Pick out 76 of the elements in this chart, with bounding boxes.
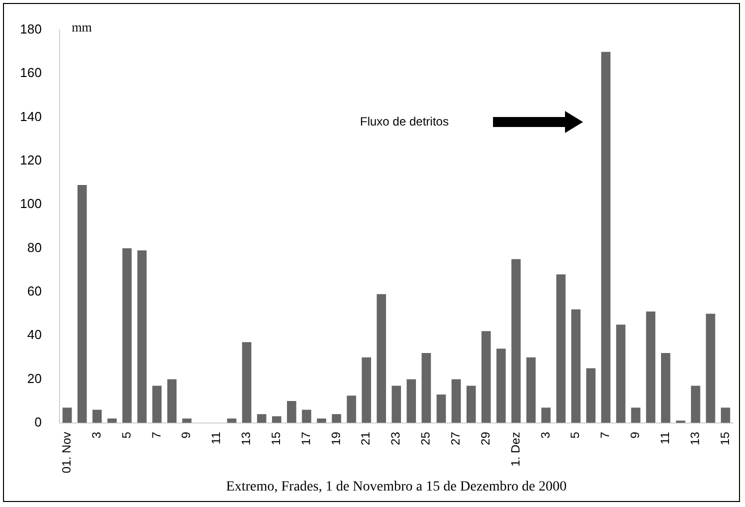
y-tick-label: 160 (20, 65, 42, 80)
bar (257, 414, 266, 423)
bar (452, 379, 461, 423)
bar (392, 386, 401, 423)
bar (286, 401, 296, 423)
x-tick-label: 7 (149, 432, 164, 439)
y-axis-title: mm (72, 19, 92, 34)
bar (182, 418, 192, 423)
bar (661, 353, 670, 423)
bar (541, 408, 551, 423)
bar (646, 312, 656, 423)
x-tick-label: 29 (478, 432, 492, 446)
bar (137, 250, 147, 423)
bar (376, 294, 386, 423)
y-tick-label: 100 (20, 196, 42, 212)
y-tick-label: 0 (34, 414, 42, 430)
x-tick-label: 01. Nov (59, 432, 74, 474)
bar (571, 309, 581, 423)
bar (511, 259, 521, 423)
bar (601, 52, 610, 423)
bar (496, 348, 506, 423)
bar (122, 248, 132, 423)
y-tick-label: 40 (27, 327, 42, 342)
bar (362, 357, 372, 423)
x-tick-label: 15 (268, 432, 283, 446)
bar (481, 331, 491, 423)
x-tick-label: 27 (448, 432, 463, 446)
x-tick-label: 9 (179, 432, 194, 439)
bar (556, 274, 566, 423)
x-tick-label: 9 (628, 432, 642, 439)
x-tick-label: 3 (538, 432, 552, 439)
bar (92, 410, 102, 423)
bar (706, 314, 716, 423)
x-axis-title: Extremo, Frades, 1 de Novembro a 15 de Dezembro de 2000 (226, 479, 567, 494)
bar (616, 324, 626, 423)
bar (690, 386, 700, 423)
bar (586, 368, 596, 423)
bar (346, 396, 356, 423)
bar (167, 379, 177, 423)
x-tick-label: 3 (89, 432, 104, 439)
y-tick-label: 80 (27, 240, 42, 255)
x-tick-label: 13 (688, 432, 702, 446)
x-tick-label: 13 (239, 432, 254, 446)
y-tick-label: 120 (20, 152, 42, 168)
x-tick-label: 1. Dez (508, 432, 522, 467)
x-tick-label: 7 (598, 432, 612, 439)
x-tick-label: 23 (388, 432, 403, 446)
x-tick-label: 25 (418, 432, 433, 446)
x-tick-label: 11 (209, 432, 224, 444)
bar (436, 394, 446, 423)
bar (242, 342, 252, 423)
x-tick-label: 5 (568, 432, 582, 439)
bar (526, 357, 536, 423)
y-tick-label: 180 (20, 22, 42, 37)
x-tick-label: 15 (718, 432, 732, 446)
bar (302, 410, 312, 423)
bar (272, 416, 282, 423)
x-tick-label: 21 (358, 432, 373, 446)
annotation: Fluxo de detritos (360, 114, 449, 128)
bar (332, 414, 342, 423)
x-tick-label: 17 (298, 432, 313, 446)
y-tick-label: 60 (27, 283, 42, 298)
bar (631, 408, 640, 423)
x-tick-label: 11 (658, 432, 672, 444)
bar (152, 386, 162, 423)
x-tick-label: 5 (119, 432, 134, 439)
x-tick-label: 19 (328, 432, 343, 446)
y-tick-label: 20 (27, 370, 42, 386)
bar (62, 408, 72, 423)
bar (77, 184, 87, 423)
bar (422, 353, 431, 423)
bar (406, 379, 416, 423)
bar (720, 408, 730, 423)
y-tick-label: 140 (20, 108, 42, 124)
bar (466, 386, 476, 423)
bar (227, 418, 236, 423)
